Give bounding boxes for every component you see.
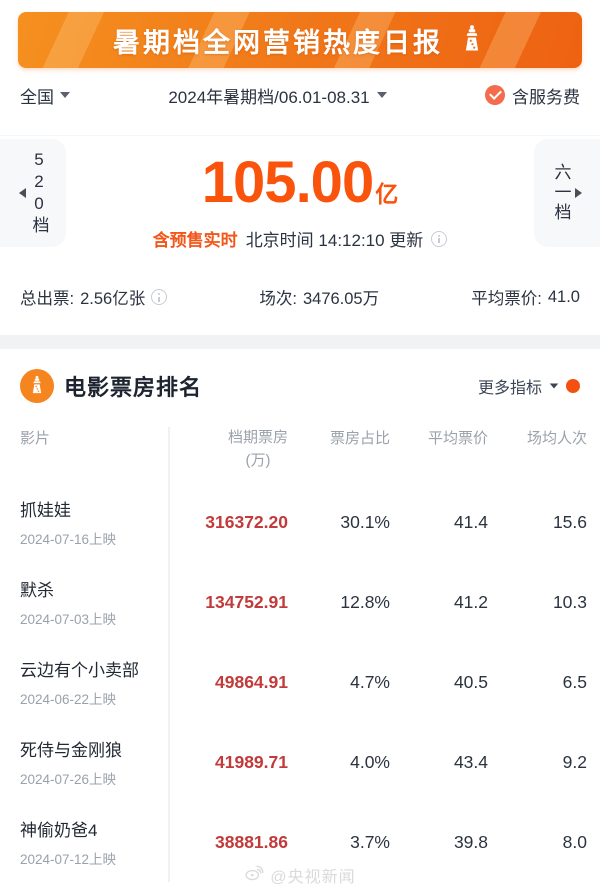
attendance-value: 10.3: [552, 591, 587, 612]
box-office-value: 316372.20: [205, 511, 288, 532]
film-release-date: 2024-07-16上映: [20, 532, 117, 547]
column-header-box-label: 档期票房: [227, 429, 288, 446]
watermark-text: @央视新闻: [270, 869, 356, 886]
film-release-date: 2024-07-03上映: [20, 612, 117, 627]
total-box-office: 105.00亿: [0, 154, 600, 212]
total-box-office-unit: 亿: [375, 181, 399, 207]
stat-avg-price: 平均票价: 41.0: [471, 285, 580, 309]
attendance-value: 15.6: [552, 511, 587, 532]
service-fee-toggle[interactable]: 含服务费: [485, 83, 580, 108]
film-name: 死侍与金刚狼: [20, 741, 122, 760]
film-cell: 神偷奶爸4 2024-07-12上映: [20, 816, 168, 868]
avg-price-value: 39.8: [453, 831, 488, 852]
watermark: @央视新闻: [244, 863, 355, 887]
stats-row: 总出票: 2.56亿张 场次: 3476.05万 平均票价: 41.0: [0, 285, 600, 309]
region-label: 全国: [20, 87, 54, 107]
avg-price-value: 40.5: [453, 671, 488, 692]
chevron-down-icon: [549, 383, 559, 389]
more-metrics-button[interactable]: 更多指标: [478, 374, 580, 398]
date-range-label: 2024年暑期档/06.01-08.31: [168, 87, 370, 107]
avg-price-value: 41.2: [453, 591, 488, 612]
info-icon[interactable]: [151, 289, 168, 305]
ranking-table: 影片 档期票房 (万) 票房占比 平均票价 场均人次 抓娃娃 2024-07-1…: [0, 409, 600, 882]
ranking-header: 电影票房排名 更多指标: [0, 349, 600, 403]
chevron-down-icon: [376, 92, 387, 98]
service-fee-label: 含服务费: [512, 87, 580, 107]
avg-price-value: 43.4: [453, 751, 488, 772]
table-row[interactable]: 云边有个小卖部 2024-06-22上映 49864.91 4.7% 40.5 …: [0, 642, 600, 722]
filter-row: 全国 2024年暑期档/06.01-08.31 含服务费: [0, 72, 600, 118]
film-release-date: 2024-06-22上映: [20, 692, 117, 707]
stat-value: 3476.05万: [302, 290, 380, 308]
column-header-box-unit: (万): [245, 451, 271, 469]
film-name: 默杀: [20, 581, 54, 600]
date-range-selector[interactable]: 2024年暑期档/06.01-08.31: [70, 83, 485, 108]
share-value: 4.0%: [350, 751, 390, 772]
stat-total-tickets: 总出票: 2.56亿张: [20, 285, 168, 309]
stat-label: 场次:: [259, 290, 297, 308]
weibo-icon: [244, 864, 265, 886]
column-header-share: 票房占比: [329, 430, 390, 447]
stat-value: 2.56亿张: [80, 290, 146, 308]
update-line: 含预售实时 北京时间 14:12:10 更新: [0, 226, 600, 251]
update-time: 北京时间 14:12:10 更新: [245, 231, 424, 250]
next-period-tab[interactable]: 六一档: [534, 139, 600, 247]
film-release-date: 2024-07-26上映: [20, 772, 117, 787]
attendance-value: 9.2: [562, 751, 587, 772]
box-office-value: 49864.91: [215, 671, 288, 692]
prev-period-label: 520档: [29, 150, 49, 236]
film-name: 神偷奶爸4: [20, 821, 98, 840]
chevron-left-icon: [18, 188, 26, 198]
box-office-value: 134752.91: [205, 591, 288, 612]
table-row[interactable]: 神偷奶爸4 2024-07-12上映 38881.86 3.7% 39.8 8.…: [0, 802, 600, 882]
section-title: 电影票房排名: [64, 375, 203, 400]
attendance-value: 8.0: [562, 831, 587, 852]
attendance-value: 6.5: [562, 671, 587, 692]
film-name: 云边有个小卖部: [20, 661, 139, 680]
chevron-down-icon: [60, 92, 70, 98]
ranking-rows: 抓娃娃 2024-07-16上映 316372.20 30.1% 41.4 15…: [0, 482, 600, 882]
region-selector[interactable]: 全国: [20, 83, 70, 108]
column-header-attendance: 场均人次: [526, 430, 587, 447]
film-release-date: 2024-07-12上映: [20, 852, 117, 867]
prev-period-tab[interactable]: 520档: [0, 139, 66, 247]
box-office-summary: 520档 六一档 105.00亿 含预售实时 北京时间 14:12:10 更新 …: [0, 135, 600, 335]
column-header-price: 平均票价: [427, 430, 488, 447]
info-icon[interactable]: [431, 230, 448, 247]
column-header-film: 影片: [20, 430, 51, 447]
share-value: 3.7%: [350, 831, 390, 852]
share-value: 12.8%: [340, 591, 390, 612]
table-row[interactable]: 抓娃娃 2024-07-16上映 316372.20 30.1% 41.4 15…: [0, 482, 600, 562]
stat-value: 41.0: [547, 287, 580, 306]
film-cell: 云边有个小卖部 2024-06-22上映: [20, 656, 168, 708]
table-row[interactable]: 死侍与金刚狼 2024-07-26上映 41989.71 4.0% 43.4 9…: [0, 722, 600, 802]
stat-label: 平均票价:: [471, 290, 542, 308]
report-banner: 暑期档全网营销热度日报: [18, 12, 582, 68]
share-value: 30.1%: [340, 511, 390, 532]
film-cell: 抓娃娃 2024-07-16上映: [20, 496, 168, 548]
film-cell: 默杀 2024-07-03上映: [20, 576, 168, 628]
column-header-box-office: 档期票房 (万): [168, 427, 288, 472]
presale-label: 含预售实时: [152, 231, 238, 250]
table-row[interactable]: 默杀 2024-07-03上映 134752.91 12.8% 41.2 10.…: [0, 562, 600, 642]
banner-title: 暑期档全网营销热度日报: [113, 27, 443, 58]
total-box-office-value: 105.00: [201, 150, 374, 215]
stat-label: 总出票:: [20, 290, 75, 308]
check-circle-icon: [485, 85, 505, 105]
lighthouse-icon: [457, 24, 487, 56]
box-office-value: 38881.86: [215, 831, 288, 852]
share-value: 4.7%: [350, 671, 390, 692]
chevron-right-icon: [574, 188, 582, 198]
notification-dot: [566, 379, 580, 393]
box-office-value: 41989.71: [215, 751, 288, 772]
film-name: 抓娃娃: [20, 501, 71, 520]
stat-screenings: 场次: 3476.05万: [259, 285, 379, 309]
avg-price-value: 41.4: [453, 511, 488, 532]
more-metrics-label: 更多指标: [477, 380, 542, 397]
table-header-row: 影片 档期票房 (万) 票房占比 平均票价 场均人次: [0, 409, 600, 482]
next-period-label: 六一档: [551, 163, 571, 223]
section-divider: [0, 335, 600, 349]
lighthouse-badge-icon: [20, 369, 54, 403]
film-cell: 死侍与金刚狼 2024-07-26上映: [20, 736, 168, 788]
